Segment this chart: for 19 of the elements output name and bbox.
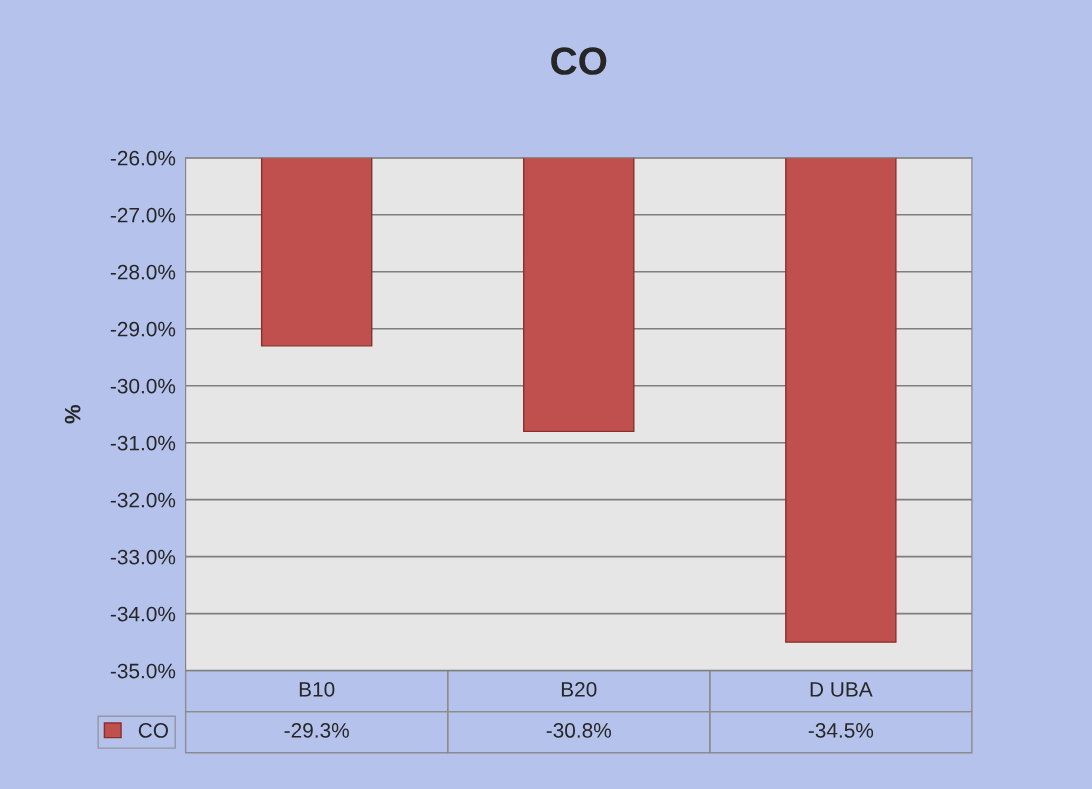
y-tick-label: -34.0% [110, 606, 176, 622]
y-tick-label: -31.0% [110, 435, 176, 451]
data-label: -34.5% [808, 723, 874, 738]
chart-title: CO [551, 47, 607, 75]
y-tick-label: -32.0% [110, 492, 176, 508]
x-tick-label: D UBA [810, 682, 873, 697]
y-tick-label: -28.0% [110, 264, 176, 280]
y-tick-label: -27.0% [110, 207, 176, 223]
data-label: -29.3% [284, 723, 349, 738]
y-tick-label: -35.0% [110, 663, 176, 679]
data-label: -30.8% [546, 723, 612, 738]
y-tick-label: -30.0% [110, 378, 176, 394]
y-axis-title: % [64, 404, 81, 424]
y-tick-label: -33.0% [110, 549, 176, 565]
x-tick-label: B10 [299, 682, 335, 697]
y-tick-label: -29.0% [110, 321, 176, 337]
y-tick-label: -26.0% [110, 150, 176, 166]
x-tick-label: B20 [561, 682, 597, 697]
legend-label: CO [138, 723, 168, 738]
